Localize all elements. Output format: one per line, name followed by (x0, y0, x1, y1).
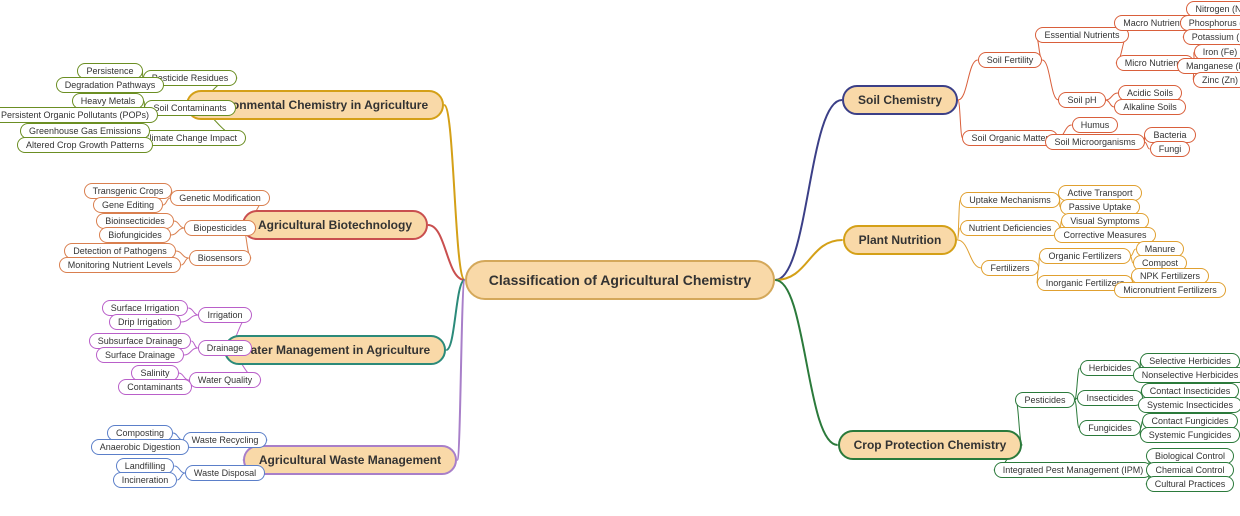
node-degradation-pathways: Degradation Pathways (56, 77, 165, 93)
node-uptake-mechanisms: Uptake Mechanisms (960, 192, 1060, 208)
node-organic-fertilizers: Organic Fertilizers (1039, 248, 1130, 264)
node-nutrient-deficiencies: Nutrient Deficiencies (960, 220, 1061, 236)
node-anaerobic-digestion: Anaerobic Digestion (91, 439, 190, 455)
node-pesticides: Pesticides (1015, 392, 1074, 408)
node-herbicides: Herbicides (1080, 360, 1141, 376)
node-soil-organic-matter: Soil Organic Matter (962, 130, 1057, 146)
node-essential-nutrients: Essential Nutrients (1035, 27, 1128, 43)
node-surface-drainage: Surface Drainage (96, 347, 184, 363)
node-potassium-k-: Potassium (K) (1183, 29, 1240, 45)
node-cultural-practices: Cultural Practices (1146, 476, 1235, 492)
node-fertilizers: Fertilizers (981, 260, 1038, 276)
node-drainage: Drainage (198, 340, 253, 356)
node-zinc-zn-: Zinc (Zn) (1193, 72, 1240, 88)
node-integrated-pest-management-ipm-: Integrated Pest Management (IPM) (994, 462, 1153, 478)
node-genetic-modification: Genetic Modification (170, 190, 270, 206)
node-irrigation: Irrigation (198, 307, 251, 323)
branch-waste: Agricultural Waste Management (243, 445, 457, 475)
node-water-quality: Water Quality (189, 372, 261, 388)
node-waste-recycling: Waste Recycling (183, 432, 268, 448)
node-systemic-fungicides: Systemic Fungicides (1140, 427, 1240, 443)
node-nonselective-herbicides: Nonselective Herbicides (1133, 367, 1240, 383)
node-systemic-insecticides: Systemic Insecticides (1138, 397, 1240, 413)
node-drip-irrigation: Drip Irrigation (109, 314, 181, 330)
node-humus: Humus (1072, 117, 1119, 133)
node-fungicides: Fungicides (1079, 420, 1141, 436)
node-gene-editing: Gene Editing (93, 197, 163, 213)
node-soil-microorganisms: Soil Microorganisms (1045, 134, 1144, 150)
node-biopesticides: Biopesticides (184, 220, 255, 236)
branch-soil: Soil Chemistry (842, 85, 958, 115)
node-soil-contaminants: Soil Contaminants (144, 100, 235, 116)
node-incineration: Incineration (113, 472, 178, 488)
node-alkaline-soils: Alkaline Soils (1114, 99, 1186, 115)
node-altered-crop-growth-patterns: Altered Crop Growth Patterns (17, 137, 153, 153)
branch-plant: Plant Nutrition (843, 225, 958, 255)
node-biosensors: Biosensors (189, 250, 252, 266)
node-fungi: Fungi (1150, 141, 1191, 157)
branch-water: Water Management in Agriculture (224, 335, 446, 365)
branch-biotech: Agricultural Biotechnology (242, 210, 428, 240)
node-persistent-organic-pollutants-pops-: Persistent Organic Pollutants (POPs) (0, 107, 158, 123)
node-soil-ph: Soil pH (1058, 92, 1105, 108)
node-biofungicides: Biofungicides (99, 227, 171, 243)
node-insecticides: Insecticides (1077, 390, 1142, 406)
node-contaminants: Contaminants (118, 379, 192, 395)
branch-crop: Crop Protection Chemistry (838, 430, 1023, 460)
node-monitoring-nutrient-levels: Monitoring Nutrient Levels (59, 257, 182, 273)
root-node: Classification of Agricultural Chemistry (465, 260, 775, 300)
node-waste-disposal: Waste Disposal (185, 465, 265, 481)
node-micronutrient-fertilizers: Micronutrient Fertilizers (1114, 282, 1226, 298)
node-soil-fertility: Soil Fertility (978, 52, 1043, 68)
